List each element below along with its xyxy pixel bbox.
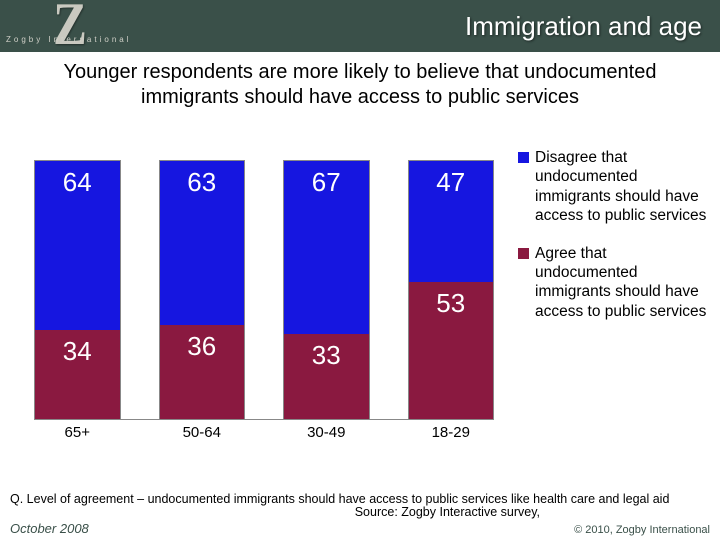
logo-letter: Z [53,0,87,54]
legend: Disagree that undocumented immigrants sh… [518,148,708,339]
bar-column: 4753 [408,160,495,419]
legend-swatch [518,248,529,259]
legend-item: Disagree that undocumented immigrants sh… [518,148,708,226]
footer-copyright: © 2010, Zogby International [574,524,710,536]
bar-segment-disagree: 64 [35,161,120,329]
bar-segment-disagree: 67 [284,161,369,334]
bar-segment-agree: 53 [409,282,494,419]
bar-segment-disagree: 63 [160,161,245,325]
category-label: 30-49 [283,424,370,441]
logo: Z Zogby International [0,0,150,52]
bar-segment-agree: 34 [35,330,120,420]
bar-column: 6434 [34,160,121,419]
bar-column: 6336 [159,160,246,419]
bar-segment-agree: 36 [160,325,245,419]
category-label: 18-29 [408,424,495,441]
legend-text: Agree that undocumented immigrants shoul… [535,244,708,322]
stacked-bar-chart: 6434 6336 6733 4753 65+ 50-64 30-49 18-29 [34,160,494,440]
footer-date: October 2008 [10,521,89,536]
legend-swatch [518,152,529,163]
category-label: 50-64 [159,424,246,441]
bar-column: 6733 [283,160,370,419]
footer: Q. Level of agreement – undocumented imm… [0,487,720,540]
bar-segment-agree: 33 [284,334,369,419]
page-title: Immigration and age [465,11,702,42]
legend-text: Disagree that undocumented immigrants sh… [535,148,708,226]
footnote-source: Source: Zogby Interactive survey, [10,505,710,519]
logo-small-text: Zogby International [6,35,132,44]
subtitle: Younger respondents are more likely to b… [0,52,720,114]
header-bar: Z Zogby International Immigration and ag… [0,0,720,52]
legend-item: Agree that undocumented immigrants shoul… [518,244,708,322]
category-label: 65+ [34,424,121,441]
bar-segment-disagree: 47 [409,161,494,282]
